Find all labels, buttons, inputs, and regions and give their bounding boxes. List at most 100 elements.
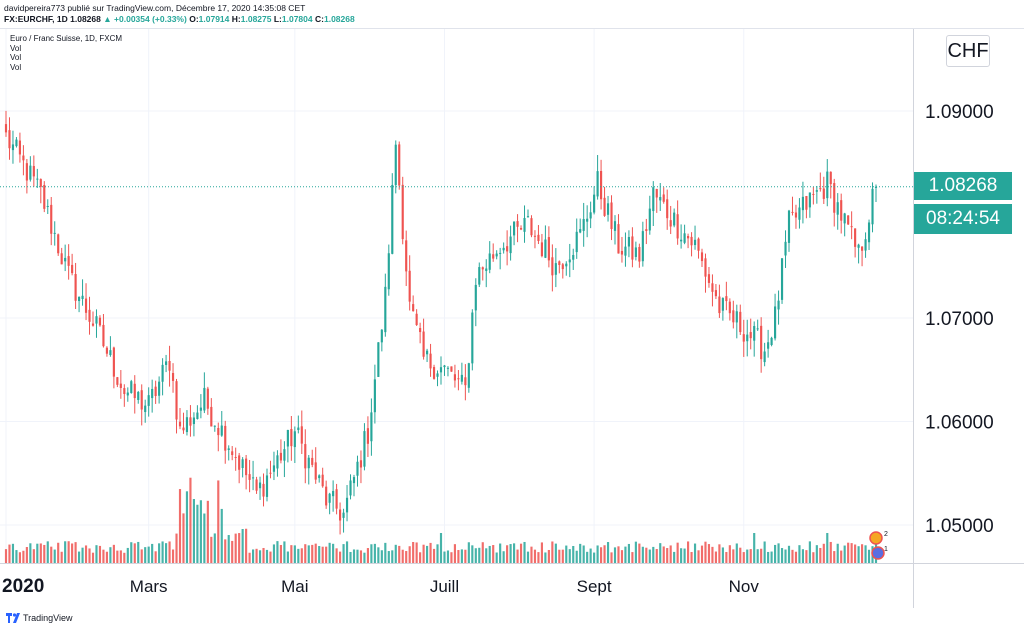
volume-bar xyxy=(526,551,530,563)
candle-body xyxy=(439,367,443,373)
publisher-line: davidpereira773 publié sur TradingView.c… xyxy=(4,3,306,13)
candle-body xyxy=(67,256,70,266)
volume-bar xyxy=(116,550,119,563)
candle-body xyxy=(311,457,314,465)
volume-bar xyxy=(39,543,42,563)
volume-bar xyxy=(756,549,759,563)
volume-bar xyxy=(561,549,564,563)
volume-bar xyxy=(673,551,676,563)
volume-bar xyxy=(666,548,669,563)
volume-bar xyxy=(321,546,324,563)
volume-bar xyxy=(495,552,498,563)
volume-bar xyxy=(551,541,554,563)
volume-bar xyxy=(46,541,49,563)
volume-bar xyxy=(634,541,637,563)
volume-bar xyxy=(641,546,644,563)
volume-bar xyxy=(258,550,262,563)
candle-body xyxy=(836,202,839,215)
event-marker-1[interactable]: 2 xyxy=(869,531,888,545)
event-marker-2[interactable]: 1 xyxy=(871,546,888,560)
chart-area[interactable]: 2020 Mars Mai Juill Sept Nov 1.05000 1.06000 1.… xyxy=(0,28,1024,608)
candle-body xyxy=(412,304,415,312)
candle-body xyxy=(600,170,603,200)
volume-bar xyxy=(112,544,115,563)
candle-body xyxy=(638,247,641,262)
volume-bar xyxy=(429,542,432,563)
low-label: L: xyxy=(273,14,282,24)
study-vol-3[interactable]: Vol xyxy=(10,62,22,72)
volume-bar xyxy=(457,550,460,563)
footer[interactable]: TradingView xyxy=(6,613,73,623)
candle-body xyxy=(502,247,505,251)
volume-bar xyxy=(603,545,606,563)
candle-body xyxy=(624,246,627,256)
volume-bar xyxy=(419,552,422,563)
candle-body xyxy=(568,259,571,263)
candle-body xyxy=(290,428,293,447)
event-markers[interactable]: 21 xyxy=(869,531,888,560)
candle-body xyxy=(91,323,95,326)
candle-body xyxy=(457,378,460,380)
candle-body xyxy=(509,236,512,254)
volume-bar xyxy=(171,549,175,563)
volume-bar xyxy=(359,550,363,563)
candle-body xyxy=(151,388,154,399)
candle-body xyxy=(238,455,241,470)
candle-body xyxy=(105,347,108,354)
volume-bar xyxy=(147,546,150,563)
volume-bar xyxy=(711,546,714,563)
axes xyxy=(0,28,1024,608)
candle-body xyxy=(304,444,307,469)
volume-bar xyxy=(735,543,738,563)
volume-bar xyxy=(217,480,220,563)
volume-bar xyxy=(297,548,300,563)
study-vol-2[interactable]: Vol xyxy=(10,53,22,62)
volume-bar xyxy=(749,549,752,563)
candle-body xyxy=(530,218,533,236)
candle-body xyxy=(714,290,717,297)
volume-bar xyxy=(478,547,481,563)
candle-body xyxy=(126,392,129,396)
volume-bar xyxy=(815,545,818,563)
price-chart[interactable]: 2020 Mars Mai Juill Sept Nov 1.050001.060001.… xyxy=(0,28,1024,608)
volume-bar xyxy=(676,542,679,563)
candle-body xyxy=(60,253,63,265)
volume-bar xyxy=(763,541,766,563)
volume-bar xyxy=(861,544,864,563)
volume-bar xyxy=(109,547,112,563)
volume-bar xyxy=(154,551,157,563)
candle-body xyxy=(245,458,248,476)
candle-body xyxy=(377,342,380,377)
candle-body xyxy=(471,312,474,364)
candle-body xyxy=(798,207,801,220)
candle-body xyxy=(460,374,463,382)
candle-body xyxy=(328,493,331,503)
candle-body xyxy=(332,490,335,497)
candle-body xyxy=(53,232,56,234)
candle-body xyxy=(57,234,60,254)
volume-bar xyxy=(690,552,693,563)
candle-body xyxy=(443,365,446,368)
volume-bar xyxy=(140,549,143,563)
candle-body xyxy=(419,328,422,333)
candle-body xyxy=(144,405,147,413)
volume-bar xyxy=(126,547,129,563)
volume-bar xyxy=(728,545,731,563)
currency-badge[interactable]: CHF xyxy=(946,35,990,67)
candle-body xyxy=(387,253,390,290)
candle-body xyxy=(777,300,780,310)
y-tick-label: 1.05000 xyxy=(925,516,994,537)
candle-body xyxy=(279,452,282,461)
volume-bar xyxy=(252,549,255,563)
candle-body xyxy=(405,240,408,272)
volume-bar xyxy=(158,543,161,563)
study-vol-1[interactable]: Vol xyxy=(10,43,22,53)
volume-bar xyxy=(328,542,331,563)
volume-bar xyxy=(648,549,651,563)
volume-bar xyxy=(533,549,537,563)
candle-body xyxy=(18,140,21,155)
candle-body xyxy=(366,428,369,444)
volume-bar xyxy=(286,551,289,563)
volume-bar xyxy=(519,543,523,563)
candle-body xyxy=(565,263,568,267)
